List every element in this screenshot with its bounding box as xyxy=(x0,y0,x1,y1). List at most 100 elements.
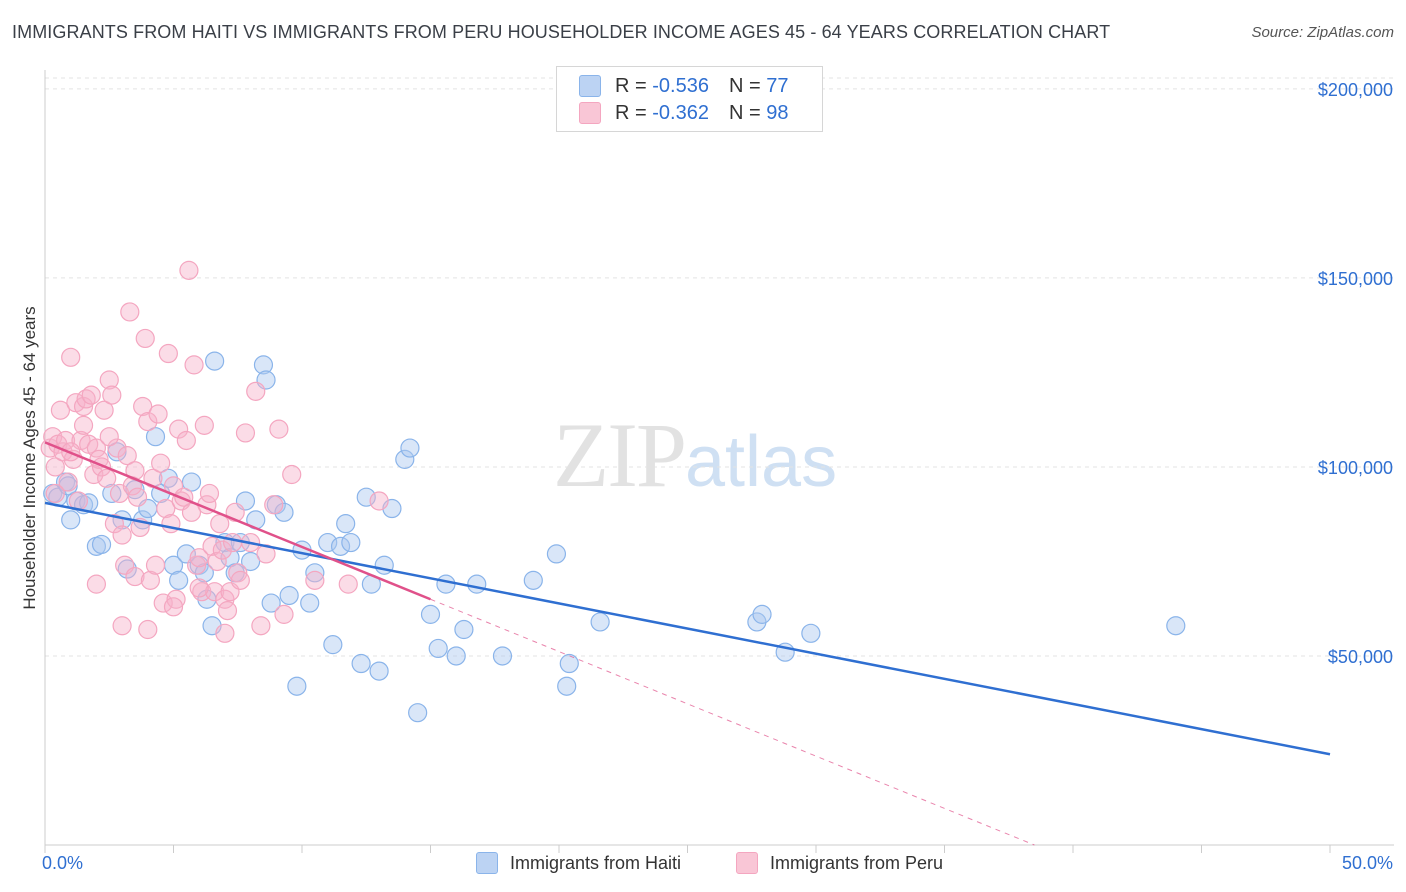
legend-n-label: N = xyxy=(728,74,761,97)
peru-point xyxy=(112,525,132,545)
peru-point xyxy=(184,355,204,375)
peru-point xyxy=(282,464,302,485)
haiti-point xyxy=(369,661,389,681)
peru-point xyxy=(169,419,189,439)
peru-point xyxy=(120,302,140,322)
peru-point xyxy=(202,536,222,556)
peru-point xyxy=(104,514,124,534)
haiti-point xyxy=(356,487,376,507)
haiti-point xyxy=(145,427,166,447)
legend-r-value-haiti: -0.536 xyxy=(652,74,709,97)
peru-point xyxy=(369,491,389,511)
peru-point xyxy=(73,415,94,435)
peru-point xyxy=(86,574,107,594)
peru-trend-line xyxy=(44,441,431,601)
peru-point xyxy=(264,495,284,515)
peru-point xyxy=(81,385,101,405)
legend-n-label: N = xyxy=(728,101,761,124)
haiti-point xyxy=(752,604,772,624)
haiti-point xyxy=(395,449,415,469)
haiti-point xyxy=(169,570,189,590)
peru-point xyxy=(166,589,186,609)
peru-point xyxy=(133,396,153,417)
haiti-point xyxy=(305,563,325,583)
legend-n-value-haiti: 77 xyxy=(766,74,789,97)
peru-point xyxy=(148,404,168,424)
haiti-point xyxy=(241,551,261,572)
peru-point xyxy=(102,385,122,405)
peru-point xyxy=(156,498,176,519)
haiti-point xyxy=(454,619,474,640)
haiti-point xyxy=(341,532,361,553)
haiti-point xyxy=(1166,616,1186,636)
peru-point xyxy=(61,347,81,367)
peru-point xyxy=(338,574,358,594)
haiti-point xyxy=(274,502,294,522)
peru-point xyxy=(145,555,166,575)
peru-point xyxy=(138,619,158,640)
legend-entry-peru: R = -0.362 N = 98 xyxy=(579,101,788,125)
peru-point xyxy=(189,578,209,598)
peru-point xyxy=(58,472,78,492)
haiti-point xyxy=(330,536,351,556)
peru-point xyxy=(94,400,114,420)
peru-point xyxy=(135,328,155,349)
peru-point xyxy=(45,457,65,477)
series-swatch-haiti xyxy=(476,852,498,874)
haiti-point xyxy=(336,514,356,534)
haiti-point xyxy=(300,593,320,613)
peru-point xyxy=(73,396,94,417)
peru-point xyxy=(235,423,256,443)
peru-point xyxy=(127,487,148,507)
haiti-point xyxy=(323,635,343,655)
haiti-point xyxy=(801,623,821,643)
peru-point xyxy=(151,453,171,473)
peru-point xyxy=(176,430,196,451)
peru-point xyxy=(140,570,160,590)
y-tick-label: $100,000 xyxy=(1318,458,1393,478)
haiti-point xyxy=(546,544,567,564)
peru-point xyxy=(107,438,127,458)
series-legend-haiti: Immigrants from Haiti xyxy=(476,850,681,876)
haiti-point xyxy=(220,548,240,568)
haiti-point xyxy=(61,510,81,530)
peru-point xyxy=(212,540,232,560)
peru-point xyxy=(223,532,243,553)
legend-r-label: R = xyxy=(615,101,647,124)
haiti-point xyxy=(408,703,428,723)
haiti-point xyxy=(205,351,225,371)
peru-point xyxy=(246,381,266,401)
peru-point xyxy=(84,464,104,485)
peru-point xyxy=(86,438,107,458)
peru-point xyxy=(117,446,137,466)
series-legend-peru: Immigrants from Peru xyxy=(736,850,943,876)
peru-point xyxy=(228,563,248,583)
haiti-point xyxy=(400,438,420,458)
peru-point xyxy=(269,419,289,439)
series-swatch-peru xyxy=(736,852,758,874)
peru-point xyxy=(112,616,132,636)
peru-point xyxy=(205,582,225,602)
y-axis-label: Householder Income Ages 45 - 64 years xyxy=(20,306,39,609)
haiti-trend-line xyxy=(44,501,1331,756)
haiti-point xyxy=(523,570,543,590)
peru-point xyxy=(99,427,119,447)
peru-point xyxy=(207,551,227,572)
peru-point xyxy=(76,389,96,409)
legend-r-label: R = xyxy=(615,74,647,97)
peru-point xyxy=(194,415,214,435)
haiti-point xyxy=(287,676,307,696)
peru-trend-extension xyxy=(430,598,1035,846)
series-label-haiti: Immigrants from Haiti xyxy=(510,852,682,873)
y-tick-label: $150,000 xyxy=(1318,269,1393,289)
haiti-point xyxy=(261,593,281,613)
haiti-point xyxy=(428,638,448,659)
peru-point xyxy=(163,597,184,617)
haiti-point xyxy=(420,604,441,624)
peru-point xyxy=(199,483,220,504)
haiti-point xyxy=(467,574,487,594)
legend-n-value-peru: 98 xyxy=(766,101,789,124)
peru-point xyxy=(158,343,178,364)
x-tick-label-max: 50.0% xyxy=(1342,853,1393,873)
